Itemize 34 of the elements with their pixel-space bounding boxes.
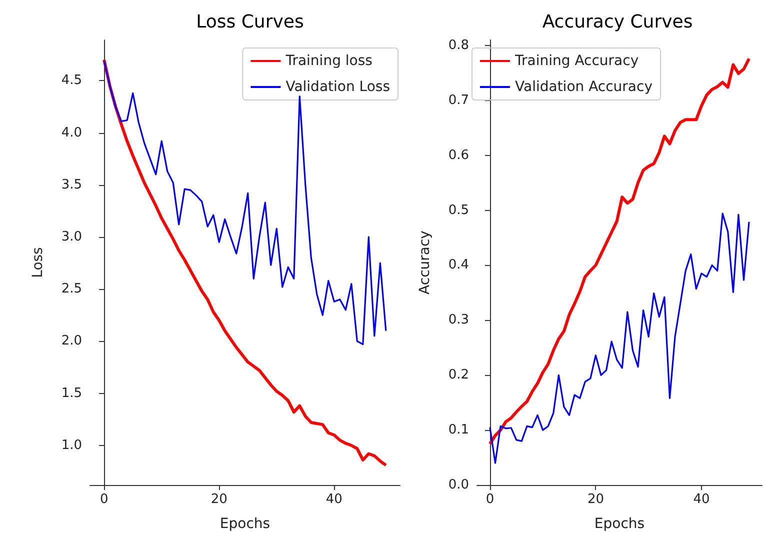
y-tick-label: 0.5 — [448, 202, 469, 218]
y-tick-label: 0.0 — [448, 478, 469, 492]
y-tick-label: 2.0 — [61, 334, 82, 349]
y-tick-label: 0.2 — [448, 368, 469, 383]
y-tick-label: 2.5 — [61, 282, 82, 297]
y-tick-label: 3.0 — [61, 229, 82, 244]
x-tick-label: 20 — [210, 492, 228, 507]
y-tick-label: 4.5 — [61, 73, 82, 88]
y-tick-label: 3.5 — [61, 177, 82, 192]
y-tick-label: 1.5 — [61, 386, 82, 401]
y-axis-title: Loss — [30, 247, 46, 278]
x-tick-label: 0 — [100, 492, 108, 507]
line-series — [489, 212, 750, 464]
y-tick-label: 0.6 — [448, 148, 469, 163]
x-axis-title: Epochs — [220, 516, 270, 532]
x-tick-label: 40 — [693, 492, 710, 507]
x-tick-label: 40 — [326, 492, 342, 507]
chart-title: Loss Curves — [196, 12, 304, 32]
legend-label: Validation Loss — [286, 79, 390, 95]
y-tick-label: 4.0 — [61, 125, 82, 140]
y-tick-label: 0.4 — [448, 258, 469, 273]
legend-label: Validation Accuracy — [515, 79, 652, 95]
y-tick-label: 0.8 — [448, 38, 469, 53]
y-axis-title: Accuracy — [417, 230, 433, 294]
legend-label: Training loss — [284, 53, 372, 69]
y-tick-label: 0.7 — [448, 92, 469, 108]
y-tick-label: 0.3 — [448, 312, 469, 328]
y-tick-label: 1.0 — [61, 438, 82, 453]
y-tick-label: 0.1 — [448, 422, 469, 438]
x-tick-label: 0 — [486, 492, 494, 507]
x-tick-label: 20 — [587, 492, 604, 507]
x-axis-title: Epochs — [594, 516, 645, 532]
legend-label: Training Accuracy — [514, 53, 639, 69]
chart-title: Accuracy Curves — [542, 12, 693, 32]
